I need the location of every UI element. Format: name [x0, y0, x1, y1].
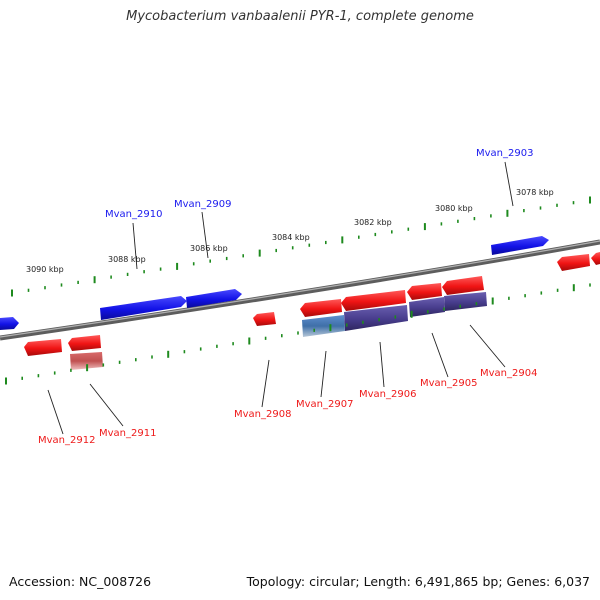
gene-arrow-mvan-2906[interactable] [341, 290, 406, 311]
leader-mvan-2904 [469, 324, 506, 368]
gene-arrow-left-edge[interactable] [0, 317, 19, 330]
accession-text: Accession: NC_008726 [9, 574, 152, 589]
gene-arrow-mvan-2909[interactable] [186, 289, 242, 308]
gene-arrow-mvan-2907[interactable] [300, 299, 342, 317]
outer-ruler-ticks [11, 196, 591, 297]
genome-title: Mycobacterium vanbaalenii PYR-1, complet… [126, 9, 474, 24]
leader-mvan-2906 [379, 341, 385, 388]
label-mvan-2911[interactable]: Mvan_2911 [99, 428, 156, 439]
reverse-genes [24, 252, 600, 356]
leader-mvan-2912 [47, 389, 64, 435]
label-mvan-2904[interactable]: Mvan_2904 [480, 368, 537, 379]
kbp-label-3078: 3078 kbp [516, 188, 554, 197]
kbp-label-3084: 3084 kbp [272, 233, 310, 242]
leader-mvan-2903 [504, 161, 514, 207]
label-mvan-2912[interactable]: Mvan_2912 [38, 435, 95, 446]
label-mvan-2905[interactable]: Mvan_2905 [420, 378, 477, 389]
forward-genes [0, 236, 549, 330]
gene-arrow-mvan-2912[interactable] [24, 339, 62, 356]
feature-bar-mvan-2911[interactable] [70, 352, 103, 370]
leader-mvan-2911 [89, 383, 124, 427]
inner-ruler-ticks [5, 283, 591, 385]
kbp-label-3086: 3086 kbp [190, 244, 228, 253]
gene-labels: Mvan_2903 Mvan_2909 Mvan_2910 Mvan_2904 … [38, 148, 537, 446]
chromosome-backbone [0, 239, 600, 341]
feature-bar-mvan-2906[interactable] [344, 305, 408, 331]
gene-arrow-right-edge-a[interactable] [557, 254, 590, 271]
label-leader-lines [47, 161, 514, 435]
kbp-labels: 3078 kbp 3080 kbp 3082 kbp 3084 kbp 3086… [26, 188, 554, 274]
label-mvan-2907[interactable]: Mvan_2907 [296, 399, 353, 410]
kbp-label-3088: 3088 kbp [108, 255, 146, 264]
leader-mvan-2905 [431, 332, 449, 378]
kbp-label-3080: 3080 kbp [435, 204, 473, 213]
label-mvan-2906[interactable]: Mvan_2906 [359, 389, 416, 400]
feature-bars [70, 292, 487, 370]
label-mvan-2910[interactable]: Mvan_2910 [105, 209, 162, 220]
label-mvan-2908[interactable]: Mvan_2908 [234, 409, 291, 420]
feature-bar-mvan-2904[interactable] [444, 292, 487, 311]
kbp-label-3090: 3090 kbp [26, 265, 64, 274]
gene-arrow-mvan-2910[interactable] [100, 296, 187, 320]
gene-arrow-mvan-2905[interactable] [407, 283, 442, 300]
gene-arrow-right-edge-b[interactable] [591, 252, 600, 265]
leader-mvan-2910 [132, 222, 138, 270]
feature-bar-mvan-2905[interactable] [409, 297, 445, 317]
kbp-label-3082: 3082 kbp [354, 218, 392, 227]
label-mvan-2903[interactable]: Mvan_2903 [476, 148, 533, 159]
feature-bar-mvan-2907[interactable] [302, 315, 345, 337]
gene-arrow-mvan-2911[interactable] [68, 335, 101, 351]
leader-mvan-2909 [201, 211, 209, 259]
gene-arrow-mvan-2904[interactable] [442, 276, 484, 295]
label-mvan-2909[interactable]: Mvan_2909 [174, 199, 231, 210]
gene-arrow-mvan-2903[interactable] [491, 236, 549, 255]
leader-mvan-2908 [261, 359, 270, 408]
leader-mvan-2907 [320, 350, 327, 398]
genome-summary-text: Topology: circular; Length: 6,491,865 bp… [246, 574, 590, 589]
gene-arrow-mvan-2908[interactable] [253, 312, 276, 326]
